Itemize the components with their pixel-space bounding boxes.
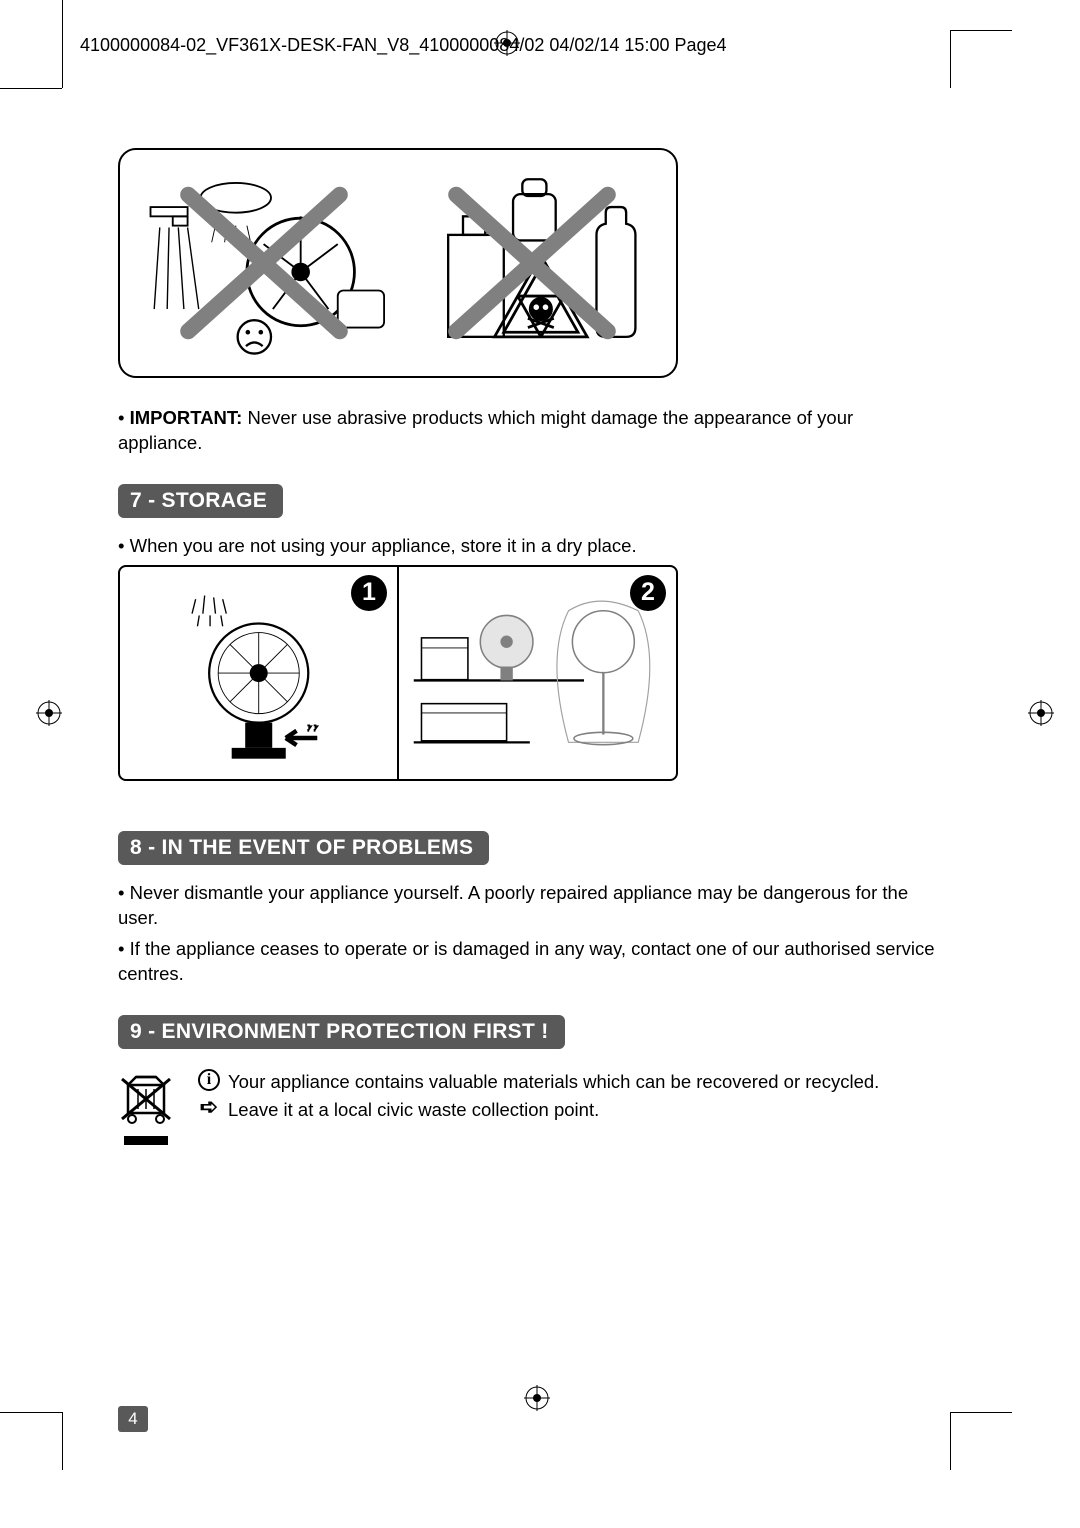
page-number: 4 <box>118 1406 148 1432</box>
crop-mark <box>950 30 951 88</box>
environment-text: i Your appliance contains valuable mater… <box>198 1069 879 1145</box>
crop-mark <box>62 0 63 88</box>
registration-mark-icon <box>524 1385 550 1411</box>
important-label: IMPORTANT: <box>130 407 243 428</box>
no-water-wash-icon <box>143 170 384 355</box>
heading-storage: 7 - STORAGE <box>118 484 283 518</box>
crop-mark <box>950 1412 951 1470</box>
no-chemicals-icon <box>411 170 652 355</box>
step-badge-2: 2 <box>630 575 666 611</box>
page-content: IMPORTANT: Never use abrasive products w… <box>118 148 938 1145</box>
environment-line-2: Leave it at a local civic waste collecti… <box>228 1097 599 1123</box>
heading-problems: 8 - IN THE EVENT OF PROBLEMS <box>118 831 489 865</box>
weee-bar-icon <box>124 1136 168 1145</box>
step-badge-1: 1 <box>351 575 387 611</box>
environment-line-1: Your appliance contains valuable materia… <box>228 1069 879 1095</box>
problems-bullet-1: Never dismantle your appliance yourself.… <box>118 881 938 931</box>
crop-mark <box>0 88 62 89</box>
cleaning-warning-illustration <box>118 148 678 378</box>
crop-mark <box>950 30 1012 31</box>
arrow-icon: ➪ <box>198 1097 220 1119</box>
info-icon: i <box>198 1069 220 1091</box>
problems-bullet-2: If the appliance ceases to operate or is… <box>118 937 938 987</box>
storage-illustration: 1 2 <box>118 565 678 781</box>
crop-mark <box>0 1412 62 1413</box>
important-note: IMPORTANT: Never use abrasive products w… <box>118 406 938 456</box>
print-header: 4100000084-02_VF361X-DESK-FAN_V8_4100000… <box>80 35 727 56</box>
registration-mark-icon <box>1028 700 1054 726</box>
crop-mark <box>62 1412 63 1470</box>
storage-bullet-1: When you are not using your appliance, s… <box>118 534 938 559</box>
storage-step-1-icon: 1 <box>120 567 399 779</box>
heading-environment: 9 - ENVIRONMENT PROTECTION FIRST ! <box>118 1015 565 1049</box>
storage-step-2-icon: 2 <box>399 567 676 779</box>
weee-icon <box>118 1069 182 1145</box>
environment-block: i Your appliance contains valuable mater… <box>118 1069 938 1145</box>
registration-mark-icon <box>36 700 62 726</box>
crop-mark <box>950 1412 1012 1413</box>
